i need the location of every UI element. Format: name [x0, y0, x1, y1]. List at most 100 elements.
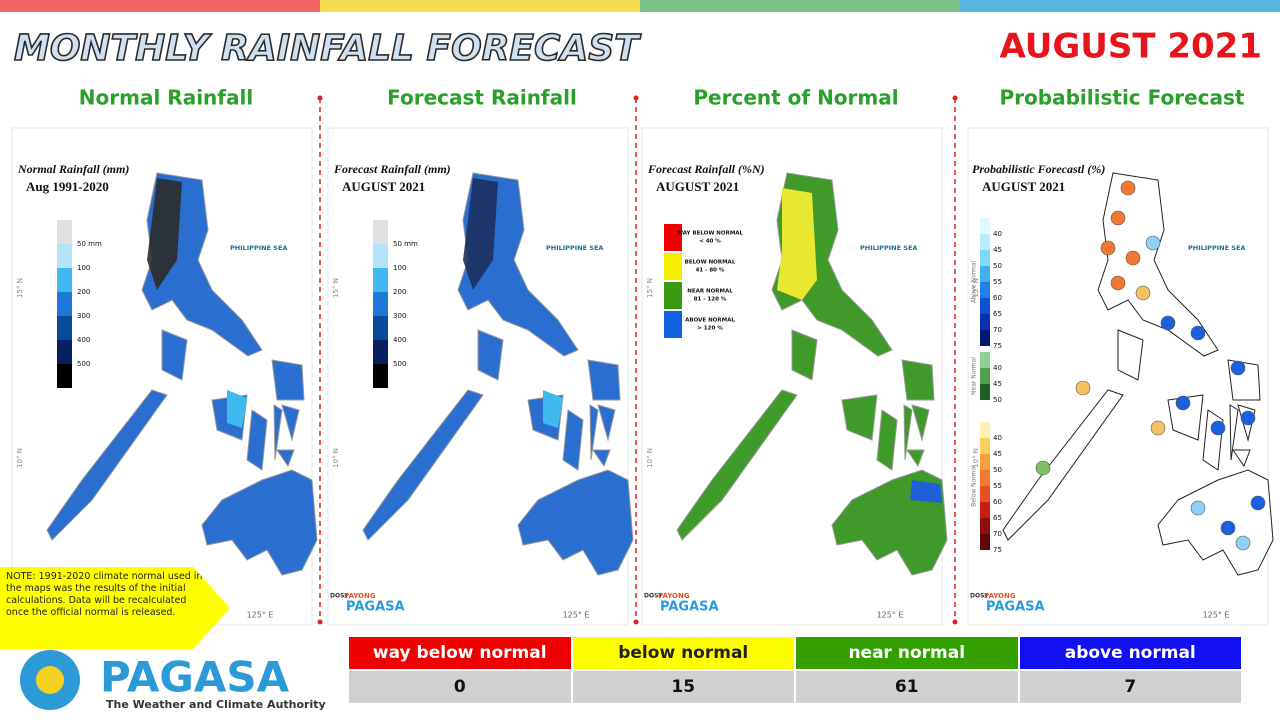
- legend-label: 45: [993, 246, 1002, 254]
- legend-label: 60: [993, 498, 1002, 506]
- legend-label: ABOVE NORMAL: [685, 318, 735, 324]
- map-subtitle: AUGUST 2021: [656, 179, 739, 194]
- map-panel: Probabilistic Forecastl (%) AUGUST 2021 PH…: [967, 127, 1274, 626]
- header-cell: way below normal: [349, 637, 571, 669]
- separator-end: [952, 619, 958, 625]
- legend-swatch: [980, 314, 990, 330]
- value-cell: 0: [349, 671, 571, 703]
- map-subtitle: AUGUST 2021: [342, 179, 425, 194]
- island: [276, 449, 295, 468]
- header-cell: near normal: [796, 637, 1018, 669]
- payong-pagasa: PAGASA: [660, 600, 719, 615]
- legend-label: NEAR NORMAL: [687, 289, 733, 295]
- legend-label: 60: [993, 294, 1002, 302]
- payong-dost: DOST: [970, 593, 989, 600]
- forecast-dot: [1160, 315, 1176, 331]
- island: [1117, 329, 1144, 381]
- island: [876, 409, 898, 471]
- payong-label: PAYONG: [344, 592, 376, 600]
- legend-swatch: [980, 218, 990, 234]
- map-zone: [227, 390, 247, 428]
- island: [281, 404, 300, 442]
- payong-dost: DOST: [644, 593, 663, 600]
- panel-heading: Probabilistic Forecast: [1000, 86, 1245, 110]
- island: [841, 394, 878, 441]
- value-cell: 15: [572, 671, 794, 703]
- legend-swatch: [373, 292, 388, 316]
- map-panel: Normal Rainfall (mm) Aug 1991-2020 PHILIPP…: [11, 127, 318, 626]
- forecast-dot: [1175, 395, 1191, 411]
- forecast-dot: [1210, 420, 1226, 436]
- legend-swatch: [373, 316, 388, 340]
- logo-agency: PAGASA: [100, 653, 290, 702]
- island: [676, 389, 798, 541]
- summary-table: way below normal below normal near norma…: [347, 635, 1243, 705]
- lat-label: 15° N: [972, 278, 980, 298]
- payong-label: PAYONG: [658, 592, 690, 600]
- lon-label: 125° E: [1203, 611, 1230, 620]
- note: NOTE: 1991-2020 climate normal used in t…: [0, 567, 230, 649]
- island: [562, 409, 584, 471]
- island: [589, 404, 599, 461]
- legend-swatch: [57, 364, 72, 388]
- forecast-dot: [1145, 235, 1161, 251]
- legend-label: 50: [993, 262, 1002, 270]
- sea-label: PHILIPPINE SEA: [860, 244, 917, 252]
- forecast-dot: [1240, 410, 1256, 426]
- payong-pagasa: PAGASA: [986, 600, 1045, 615]
- legend-swatch: [980, 282, 990, 298]
- lat-label: 10° N: [332, 448, 340, 468]
- legend-swatch: [373, 244, 388, 268]
- logo-tagline: The Weather and Climate Authority: [106, 698, 326, 711]
- island: [271, 359, 305, 401]
- panels: Normal Rainfall (mm) Aug 1991-2020 PHILIPP…: [11, 127, 1274, 626]
- legend-group: Above Normal: [971, 260, 978, 303]
- legend-label: 50: [993, 466, 1002, 474]
- legend-swatch: [980, 330, 990, 346]
- lon-label: 125° E: [877, 611, 904, 620]
- map-title: Probabilistic Forecastl (%): [972, 162, 1105, 176]
- forecast-dot: [1125, 250, 1141, 266]
- map-title: Forecast Rainfall (%N): [647, 162, 765, 176]
- island: [1002, 389, 1124, 541]
- map-panel: Forecast Rainfall (%N) AUGUST 2021 PHILIPP…: [641, 127, 948, 626]
- map-title: Forecast Rainfall (mm): [333, 162, 451, 176]
- legend-label: 65: [993, 310, 1002, 318]
- legend-label: 40: [993, 434, 1002, 442]
- legend-label: WAY BELOW NORMAL: [677, 231, 744, 237]
- forecast-dot: [1230, 360, 1246, 376]
- forecast-dot: [1190, 325, 1206, 341]
- island: [903, 404, 913, 461]
- legend-label: 400: [393, 336, 406, 344]
- lat-label: 15° N: [332, 278, 340, 298]
- legend-range: > 120 %: [697, 326, 723, 332]
- island: [901, 359, 935, 401]
- legend-range: 81 - 120 %: [694, 297, 727, 303]
- legend-range: 41 - 80 %: [696, 268, 725, 274]
- lat-label: 10° N: [16, 448, 24, 468]
- separator-end: [317, 95, 323, 101]
- legend-label: 500: [393, 360, 406, 368]
- legend-swatch: [980, 368, 990, 384]
- header-cell: below normal: [572, 637, 794, 669]
- legend-label: 45: [993, 380, 1002, 388]
- map-subtitle: AUGUST 2021: [982, 179, 1065, 194]
- island: [517, 469, 634, 576]
- island: [592, 449, 611, 468]
- top-strip: [640, 0, 960, 12]
- legend-label: 200: [393, 288, 406, 296]
- legend-label: 300: [393, 312, 406, 320]
- island: [362, 389, 484, 541]
- legend-swatch: [664, 311, 682, 338]
- legend-swatch: [57, 292, 72, 316]
- legend-label: 65: [993, 514, 1002, 522]
- legend-swatch: [373, 220, 388, 244]
- logo-icon: [36, 666, 64, 694]
- map-zone: [777, 188, 817, 300]
- lon-label: 125° E: [247, 611, 274, 620]
- period: AUGUST 2021: [999, 27, 1262, 67]
- value-cell: 7: [1019, 671, 1241, 703]
- value-cell: 61: [796, 671, 1018, 703]
